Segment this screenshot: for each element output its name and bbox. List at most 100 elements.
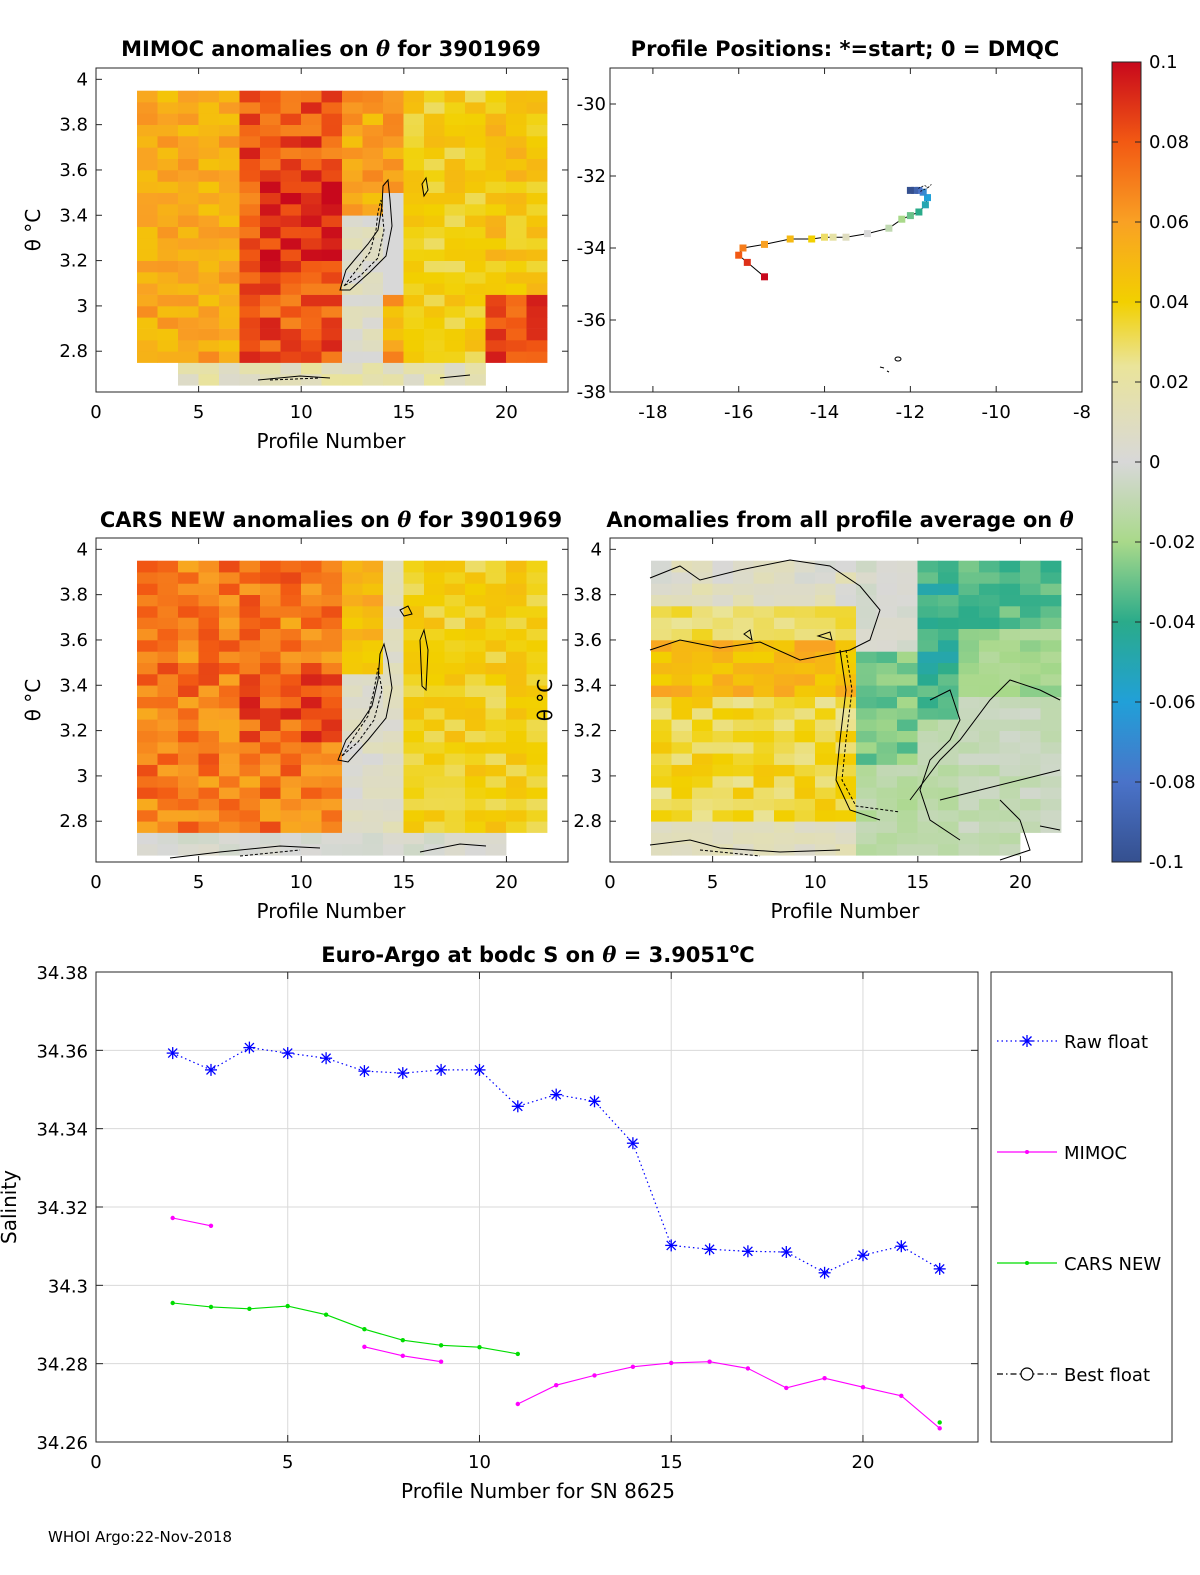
heatmap-cell xyxy=(1040,753,1062,765)
heatmap-cell xyxy=(198,351,220,363)
heatmap-cell xyxy=(342,730,363,743)
positions-title: Profile Positions: *=start; 0 = DMQC xyxy=(631,37,1060,61)
heatmap-cell xyxy=(137,294,158,307)
heatmap-cell xyxy=(301,147,322,159)
heatmap-cell xyxy=(485,741,507,754)
track-point xyxy=(829,233,837,241)
heatmap-cell xyxy=(465,753,486,765)
heatmap-cell xyxy=(403,753,425,765)
heatmap-cell xyxy=(383,192,404,205)
heatmap-cell xyxy=(671,809,693,822)
heatmap-cell xyxy=(342,124,363,137)
heatmap-cell xyxy=(897,787,918,799)
heatmap-cell xyxy=(979,764,1000,777)
heatmap-cell xyxy=(897,843,918,856)
heatmap-cell xyxy=(280,821,302,833)
heatmap-cell xyxy=(753,832,775,845)
heatmap-cell xyxy=(280,560,302,573)
heatmap-cell xyxy=(383,753,404,765)
heatmap-cell xyxy=(526,753,548,765)
heatmap-cell xyxy=(362,124,384,137)
heatmap-cell xyxy=(260,662,281,675)
heatmap-cell xyxy=(239,753,261,765)
y-tick-label: 2.8 xyxy=(59,341,88,362)
heatmap-cell xyxy=(198,560,220,573)
heatmap-cell xyxy=(424,707,445,720)
heatmap-cell xyxy=(424,317,445,329)
heatmap-cell xyxy=(321,719,343,731)
heatmap-cell xyxy=(444,719,466,731)
heatmap-cell xyxy=(733,628,754,641)
heatmap-cell xyxy=(815,651,836,663)
track-point xyxy=(915,208,923,216)
heatmap-cell xyxy=(506,719,527,731)
heatmap-cell xyxy=(178,640,199,652)
y-tick-label: -30 xyxy=(577,94,606,115)
heatmap-cell xyxy=(239,260,261,273)
heatmap-cell xyxy=(444,673,466,686)
heatmap-cell xyxy=(856,843,877,856)
heatmap-cell xyxy=(219,583,240,595)
heatmap-cell xyxy=(506,90,527,103)
heatmap-cell xyxy=(280,617,302,629)
heatmap-cell xyxy=(651,730,672,743)
heatmap-cell xyxy=(958,832,980,845)
heatmap-cell xyxy=(526,203,548,216)
heatmap-cell xyxy=(733,640,754,652)
heatmap-cell xyxy=(794,764,816,777)
heatmap-cell xyxy=(506,685,527,697)
heatmap-cell xyxy=(157,583,179,595)
heatmap-cell xyxy=(712,787,734,799)
heatmap-cell xyxy=(219,628,240,641)
heatmap-cell xyxy=(280,719,302,731)
heatmap-cell xyxy=(979,809,1000,822)
heatmap-cell xyxy=(485,192,507,205)
mimoc-title: MIMOC anomalies on θ for 3901969 xyxy=(121,36,541,61)
heatmap-cell xyxy=(876,787,898,799)
heatmap-cell xyxy=(137,158,158,171)
mimoc-xlabel: Profile Number xyxy=(257,429,407,453)
heatmap-cell xyxy=(178,339,199,352)
heatmap-cell xyxy=(938,730,959,743)
heatmap-cell xyxy=(444,170,466,182)
heatmap-cell xyxy=(856,696,877,709)
x-tick-label: 15 xyxy=(392,872,415,893)
heatmap-cell xyxy=(383,283,404,295)
heatmap-cell xyxy=(403,730,425,743)
heatmap-cell xyxy=(178,617,199,629)
heatmap-cell xyxy=(506,136,527,148)
heatmap-cell xyxy=(137,317,158,329)
heatmap-cell xyxy=(239,294,261,307)
heatmap-cell xyxy=(178,136,199,148)
heatmap-cell xyxy=(835,809,857,822)
heatmap-cell xyxy=(753,775,775,788)
mimoc-contours xyxy=(257,176,471,381)
x-tick-label: 10 xyxy=(468,1452,491,1473)
raw-float-point xyxy=(741,1245,754,1258)
y-tick-label: 4 xyxy=(77,69,88,90)
heatmap-cell xyxy=(280,328,302,341)
heatmap-cell xyxy=(424,651,445,663)
heatmap-cell xyxy=(219,809,240,822)
heatmap-cell xyxy=(403,90,425,103)
heatmap-cell xyxy=(383,170,404,182)
heatmap-cell xyxy=(979,640,1000,652)
heatmap-cell xyxy=(526,798,548,811)
heatmap-cell xyxy=(465,640,486,652)
heatmap-cell xyxy=(485,798,507,811)
cars-point xyxy=(323,1312,329,1317)
heatmap-cell xyxy=(342,215,363,227)
heatmap-cell xyxy=(733,809,754,822)
heatmap-cell xyxy=(917,821,939,833)
heatmap-cell xyxy=(219,832,240,845)
heatmap-cell xyxy=(239,832,261,845)
heatmap-cell xyxy=(403,617,425,629)
heatmap-cell xyxy=(280,741,302,754)
heatmap-cell xyxy=(774,843,795,856)
heatmap-cell xyxy=(485,821,507,833)
heatmap-cell xyxy=(651,651,672,663)
heatmap-cell xyxy=(362,821,384,833)
heatmap-cell xyxy=(137,662,158,675)
heatmap-cell xyxy=(178,775,199,788)
